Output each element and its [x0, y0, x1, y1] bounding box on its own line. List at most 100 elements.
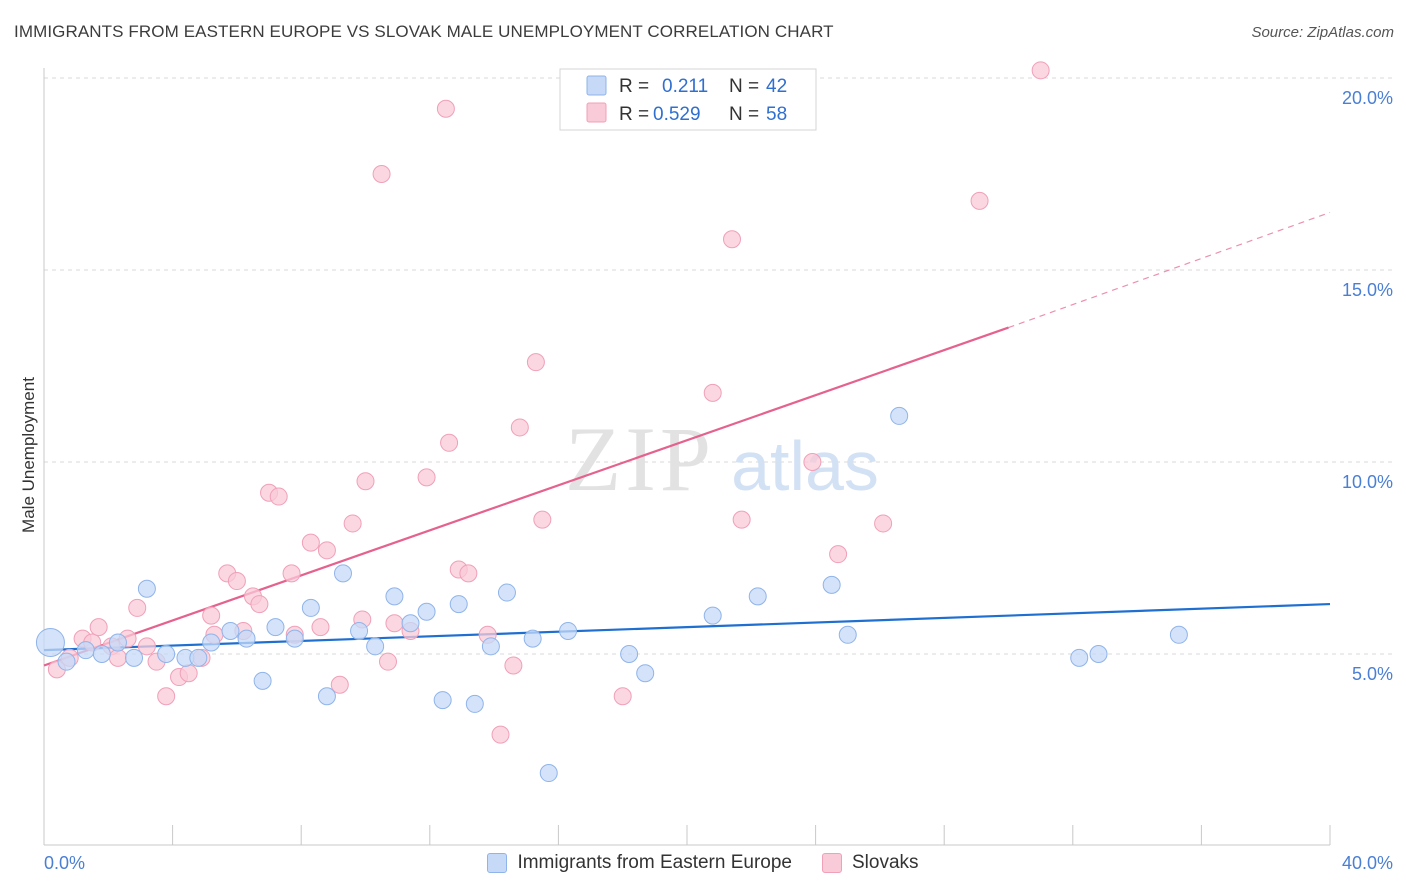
immigrants-point [350, 621, 369, 640]
slovaks-point [829, 545, 848, 564]
series-legend: Immigrants from Eastern Europe Slovaks [0, 852, 1406, 874]
immigrants-legend-label: Immigrants from Eastern Europe [517, 852, 792, 873]
immigrants-point [57, 652, 76, 671]
slovaks-point [504, 656, 523, 675]
slovaks-point [343, 514, 362, 533]
immigrants-point [703, 606, 722, 625]
slovaks-point [269, 487, 288, 506]
slovaks-point [533, 510, 552, 529]
slovaks-point [459, 564, 478, 583]
slovaks-point [356, 472, 375, 491]
immigrants-point [221, 621, 240, 640]
legend-pink-r-label: R = [619, 104, 649, 125]
slovaks-trend-line [43, 326, 1009, 667]
immigrants-point [76, 641, 95, 660]
slovaks-point [491, 725, 510, 744]
trend-lines [43, 211, 1331, 667]
chart-title: IMMIGRANTS FROM EASTERN EUROPE VS SLOVAK… [14, 22, 834, 41]
immigrants-trend-line [43, 602, 1331, 652]
immigrants-point [385, 587, 404, 606]
slovaks-point [436, 99, 455, 118]
immigrants-point [748, 587, 767, 606]
immigrants-point [1089, 645, 1108, 663]
slovaks-point [723, 230, 742, 249]
slovaks-point [510, 418, 529, 437]
immigrants-point [838, 625, 857, 644]
slovaks-point [128, 598, 147, 617]
slovaks-point [732, 510, 751, 529]
immigrants-points [35, 406, 1188, 783]
watermark: ZIP atlas [565, 408, 879, 510]
legend-blue-n-value: 42 [766, 76, 787, 97]
immigrants-point [449, 595, 468, 614]
y-axis-label: Male Unemployment [19, 377, 38, 533]
slovaks-points [47, 61, 1050, 744]
source-label: Source: ZipAtlas.com [1251, 24, 1394, 41]
slovaks-point [372, 165, 391, 183]
immigrants-point [497, 583, 516, 602]
immigrants-point [202, 633, 221, 652]
immigrants-point [317, 687, 336, 706]
slovaks-point [803, 453, 822, 471]
immigrants-point [539, 764, 558, 783]
immigrants-point [433, 691, 452, 710]
immigrants-point [366, 637, 385, 656]
slovaks-point [89, 618, 108, 637]
axes-layer [43, 68, 1331, 846]
legend-item-slovaks[interactable]: Slovaks [822, 852, 919, 874]
legend-blue-r-value: 0.211 [662, 76, 708, 97]
immigrants-point [1169, 625, 1188, 644]
slovaks-point [250, 595, 269, 614]
slovaks-point [385, 614, 404, 633]
immigrants-point [253, 671, 272, 690]
legend-blue-swatch [586, 75, 607, 96]
immigrants-point [285, 629, 304, 648]
y-tick-label: 5.0% [1352, 664, 1393, 684]
slovaks-point [179, 664, 198, 683]
slovaks-trend-extension [1008, 211, 1331, 329]
immigrants-point [157, 645, 176, 663]
x-tick-label-min: 0.0% [44, 853, 85, 873]
immigrants-point [417, 602, 436, 621]
immigrants-point [301, 598, 320, 617]
immigrants-point [822, 575, 841, 594]
immigrants-point [559, 621, 578, 640]
y-tick-labels: 5.0% 10.0% 15.0% 20.0% [1342, 88, 1393, 684]
slovaks-swatch [822, 853, 842, 873]
immigrants-point [620, 645, 639, 663]
legend-blue-r-label: R = [619, 76, 649, 97]
immigrants-point [189, 648, 208, 667]
x-tick-labels: 0.0% 40.0% [44, 853, 1393, 873]
slovaks-point [874, 514, 893, 533]
stats-legend: R = 0.211 N = 42 R = 0.529 N = 58 [559, 68, 817, 131]
slovaks-point [1031, 61, 1050, 80]
immigrants-point [35, 627, 65, 657]
immigrants-point [890, 406, 909, 425]
immigrants-point [523, 629, 542, 648]
slovaks-point [526, 353, 545, 372]
y-tick-label: 15.0% [1342, 280, 1393, 300]
slovaks-point [282, 564, 301, 583]
watermark-zip: ZIP [565, 408, 715, 510]
legend-pink-n-value: 58 [766, 104, 787, 125]
immigrants-point [1070, 648, 1089, 667]
x-tick-label-max: 40.0% [1342, 853, 1393, 873]
immigrants-point [125, 648, 144, 667]
legend-blue-n-label: N = [729, 76, 759, 97]
slovaks-point [703, 383, 722, 402]
immigrants-point [92, 645, 111, 663]
slovaks-point [202, 606, 221, 625]
immigrants-point [333, 564, 352, 583]
immigrants-point [465, 694, 484, 713]
legend-pink-r-value: 0.529 [653, 104, 701, 125]
legend-pink-swatch [586, 102, 607, 123]
y-tick-label: 10.0% [1342, 472, 1393, 492]
grid-layer [44, 77, 1392, 655]
immigrants-point [108, 633, 127, 652]
slovaks-point [440, 433, 459, 452]
slovaks-point [157, 687, 176, 706]
slovaks-point [108, 648, 127, 667]
legend-item-immigrants[interactable]: Immigrants from Eastern Europe [487, 852, 792, 874]
slovaks-point [613, 687, 632, 706]
